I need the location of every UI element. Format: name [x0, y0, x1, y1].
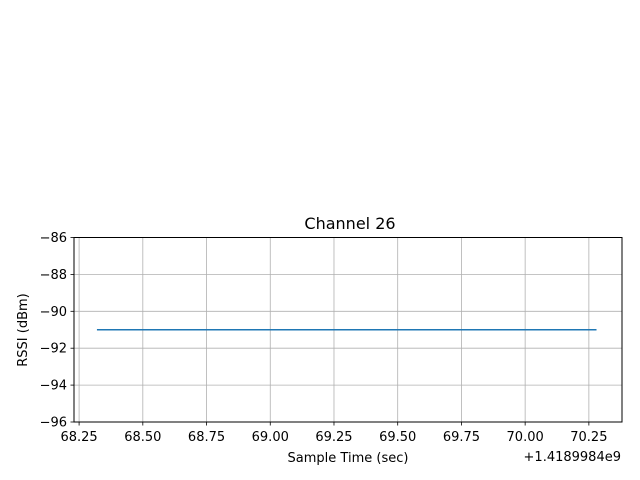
y-tick-label: −88 — [40, 268, 67, 283]
y-axis: −96 −94 −92 −90 −88 −86 — [40, 231, 74, 431]
y-tick-label: −90 — [40, 305, 67, 320]
x-tick-label: 69.75 — [443, 430, 480, 445]
x-axis: 68.25 68.50 68.75 69.00 69.25 69.50 69.75 70.00… — [60, 422, 607, 445]
x-tick-label: 69.25 — [315, 430, 352, 445]
x-tick-label: 68.25 — [60, 430, 97, 445]
x-tick-label: 69.00 — [252, 430, 289, 445]
x-tick-label: 69.50 — [379, 430, 416, 445]
plot-frame — [73, 237, 623, 423]
y-tick-label: −92 — [40, 342, 67, 357]
y-axis-label: RSSI (dBm) — [16, 293, 31, 366]
x-axis-label: Sample Time (sec) — [288, 451, 409, 466]
x-axis-offset-label: +1.4189984e9 — [524, 450, 621, 465]
y-tick-label: −96 — [40, 416, 67, 431]
y-tick-label: −94 — [40, 379, 67, 394]
x-tick-label: 68.50 — [124, 430, 161, 445]
x-tick-label: 70.00 — [507, 430, 544, 445]
y-tick-label: −86 — [40, 231, 67, 246]
x-tick-label: 70.25 — [570, 430, 607, 445]
chart-title: Channel 26 — [304, 214, 395, 233]
x-tick-label: 68.75 — [188, 430, 225, 445]
